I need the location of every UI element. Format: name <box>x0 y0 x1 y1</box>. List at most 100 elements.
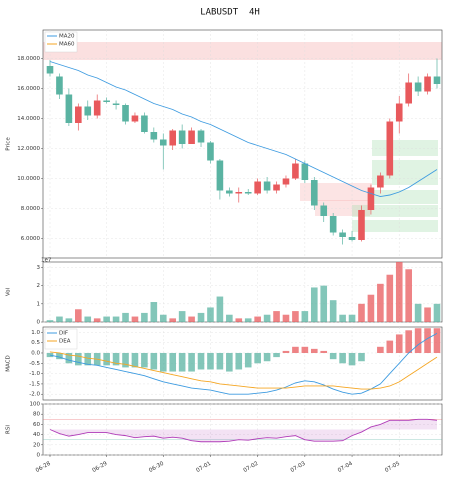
candle-body <box>46 66 54 74</box>
candle-body <box>292 163 299 179</box>
candle-body <box>216 160 224 191</box>
legend: MA20 MA60 <box>44 31 78 53</box>
macd-bar <box>405 330 412 353</box>
volume-bar <box>377 283 384 322</box>
macd-bar <box>282 350 290 353</box>
candle-body <box>122 105 129 122</box>
candle-body <box>273 184 280 191</box>
volume-bar <box>75 309 82 322</box>
macd-bar <box>320 350 328 353</box>
volume-bar <box>273 311 280 322</box>
zone <box>352 220 438 232</box>
volume-bar <box>282 314 290 322</box>
y-tick-label: 8.0000 <box>21 206 41 212</box>
volume-bar <box>159 314 167 322</box>
macd-bar <box>84 352 92 366</box>
y-tick-label: -0.5 <box>29 361 40 367</box>
legend-label: MA60 <box>59 42 75 48</box>
candle-body <box>226 190 233 194</box>
volume-bar <box>310 287 318 322</box>
zone <box>43 42 442 60</box>
zones <box>43 42 442 232</box>
volume-bar <box>188 316 195 322</box>
volume-bar <box>226 314 233 322</box>
y-tick-label: 0.0 <box>31 350 40 356</box>
y-axis-label: Price <box>6 137 12 151</box>
candle-body <box>339 232 346 237</box>
macd-bar <box>254 352 261 364</box>
panel-frame <box>42 261 443 323</box>
volume-bar <box>424 307 431 322</box>
candle-body <box>56 76 63 95</box>
legend-box <box>44 328 78 350</box>
volume-bar <box>235 318 243 322</box>
panel-frame <box>42 326 443 401</box>
volume-bar <box>386 274 394 322</box>
legend-label: DEA <box>59 339 71 345</box>
volume-bar <box>141 312 148 322</box>
macd-bar <box>150 352 158 370</box>
candle-body <box>112 103 120 105</box>
zone <box>372 190 438 204</box>
legend-label: DIF <box>59 331 68 337</box>
y-tick-label: 10.0000 <box>17 176 40 182</box>
legend: DIF DEA <box>44 328 78 350</box>
candle-body <box>414 82 422 92</box>
macd-bar <box>75 352 82 366</box>
macd-bar <box>273 352 280 358</box>
candle-body <box>207 142 214 161</box>
y-tick-label: 6.0000 <box>21 236 41 242</box>
candle-body <box>93 100 101 116</box>
macd-bar <box>207 352 214 370</box>
macd-line <box>49 351 438 390</box>
rsi-fill <box>50 419 437 442</box>
y-tick-label: 18.0000 <box>17 56 40 62</box>
x-tick-label: 06-29 <box>92 461 109 474</box>
zone <box>372 140 438 156</box>
macd-bar <box>414 328 422 353</box>
volume-bar <box>395 262 403 322</box>
volume-bar <box>358 303 365 322</box>
candle-body <box>358 210 365 240</box>
rsi-line <box>49 418 438 443</box>
volume-bar <box>169 318 177 322</box>
candle-body <box>141 115 148 132</box>
candle-body <box>197 130 205 143</box>
x-tick-label: 07-04 <box>337 461 354 474</box>
macd-bar <box>348 352 356 366</box>
macd-bar <box>424 328 431 353</box>
offset-label: 1e7 <box>41 258 52 264</box>
volume-bar <box>292 311 299 322</box>
macd-bar <box>377 346 384 353</box>
y-tick-label: 14.0000 <box>17 116 40 122</box>
volume-bar <box>367 294 375 322</box>
volume-bar <box>131 316 139 322</box>
y-tick-label: 0 <box>37 320 41 326</box>
candle-body <box>65 94 73 123</box>
candle-body <box>244 192 252 194</box>
candle-body <box>424 76 431 92</box>
zone <box>352 205 438 217</box>
macd-bar <box>197 352 205 370</box>
y-tick-label: 60 <box>33 422 40 428</box>
candle-body <box>159 139 167 146</box>
candle-body <box>310 180 318 206</box>
x-tick-label: 07-03 <box>290 461 307 474</box>
x-tick-label: 07-05 <box>384 461 401 474</box>
macd-bar <box>358 352 365 362</box>
macd-bar <box>159 352 167 372</box>
macd-bar <box>292 346 299 353</box>
macd-bar <box>226 352 233 372</box>
candle-body <box>131 115 139 122</box>
volume-bar <box>339 314 346 322</box>
candle-body <box>235 192 243 194</box>
macd-bar <box>188 352 195 372</box>
y-tick-label: 1.0 <box>31 330 40 336</box>
volume-bar <box>216 296 224 322</box>
macd-bar <box>339 352 346 364</box>
volume-bar <box>46 320 54 322</box>
volume-bar <box>178 311 186 322</box>
macd-bar <box>433 328 441 353</box>
volume-bar <box>301 311 309 322</box>
panel-frame <box>42 403 443 456</box>
